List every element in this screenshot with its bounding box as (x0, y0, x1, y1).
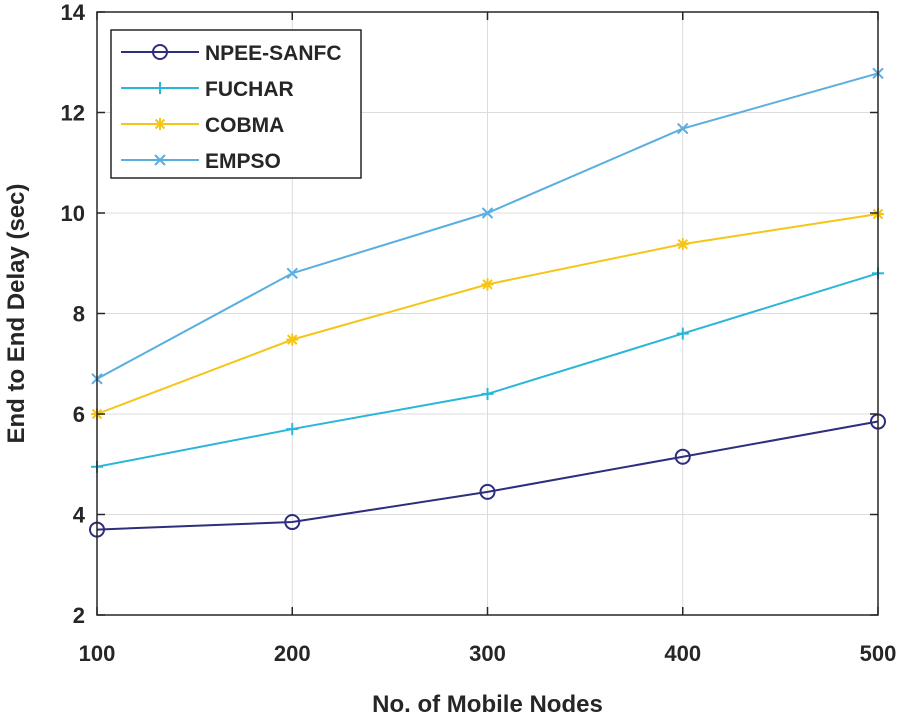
y-tick-label: 12 (61, 101, 85, 126)
data-point (674, 448, 691, 465)
data-point (481, 278, 494, 291)
legend-label: EMPSO (205, 150, 281, 173)
x-axis-title: No. of Mobile Nodes (372, 691, 603, 718)
legend-item: NPEE-SANFC (121, 42, 342, 65)
data-point (676, 238, 689, 251)
legend-label: COBMA (205, 114, 284, 137)
data-point (677, 122, 689, 135)
y-tick-label: 8 (73, 302, 85, 327)
x-tick-label: 300 (469, 641, 506, 666)
legend-item: COBMA (121, 114, 284, 137)
data-point (286, 333, 299, 346)
data-point (286, 423, 299, 436)
y-tick-label: 2 (73, 603, 85, 628)
legend-label: FUCHAR (205, 78, 294, 101)
data-point (481, 207, 494, 219)
data-point (286, 267, 298, 280)
data-point (284, 514, 301, 531)
legend-item: EMPSO (121, 150, 281, 173)
legend-marker (154, 118, 166, 130)
y-tick-label: 10 (61, 201, 85, 226)
y-tick-label: 14 (61, 0, 86, 25)
legend-item: FUCHAR (121, 78, 294, 101)
x-tick-label: 200 (274, 641, 311, 666)
axes-layer: 100 200 300 400 500 2 4 6 8 10 12 14 (61, 0, 897, 666)
legend-label: NPEE-SANFC (205, 42, 342, 65)
y-tick-label: 6 (73, 402, 85, 427)
legend-marker (154, 154, 166, 166)
data-point (479, 483, 496, 500)
x-tick-label: 100 (79, 641, 116, 666)
data-point (481, 387, 494, 400)
series-line (96, 420, 879, 531)
x-tick-label: 500 (860, 641, 897, 666)
data-point (676, 327, 689, 340)
y-tick-label: 4 (73, 503, 86, 528)
legend-marker (154, 82, 166, 94)
y-axis-title: End to End Delay (sec) (3, 183, 30, 443)
legend: NPEE-SANFC FUCHAR COBMA EMPSO (110, 29, 362, 179)
legend-marker (152, 44, 168, 60)
x-tick-label: 400 (664, 641, 701, 666)
